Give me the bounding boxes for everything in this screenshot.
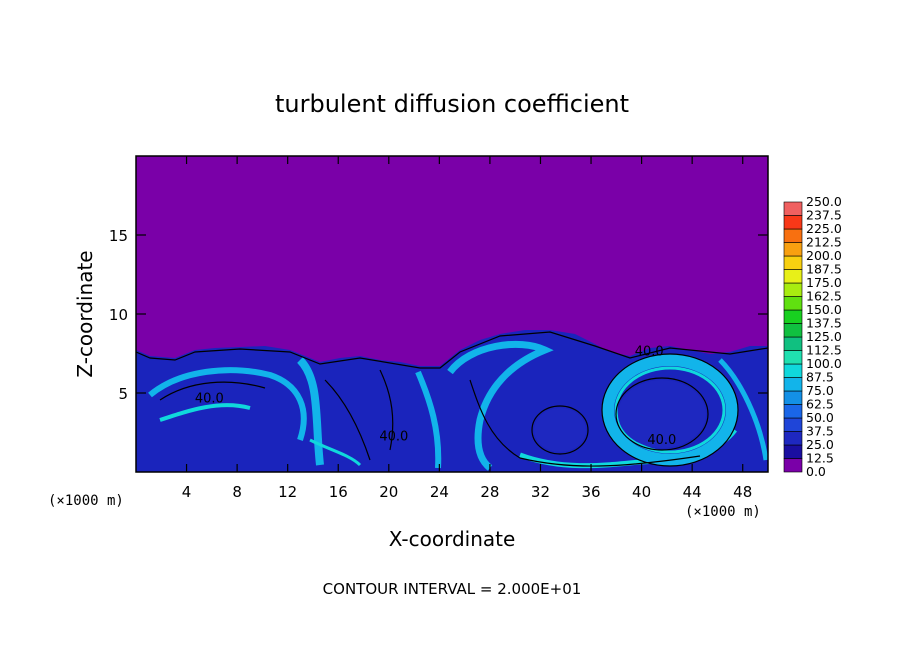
eddy-filament bbox=[447, 340, 554, 471]
contour-label: 40.0 bbox=[647, 433, 676, 448]
colorbar-swatch bbox=[783, 296, 803, 311]
y-tick-label: 10 bbox=[109, 306, 128, 324]
x-tick-label: 16 bbox=[329, 483, 348, 501]
colorbar-label: 200.0 bbox=[806, 248, 842, 263]
x-tick-label: 36 bbox=[581, 483, 600, 501]
colorbar-label: 50.0 bbox=[806, 410, 834, 425]
x-tick-label: 40 bbox=[632, 483, 651, 501]
colorbar-swatch bbox=[783, 309, 803, 324]
colorbar-swatch bbox=[783, 201, 803, 216]
x-tick-label: 48 bbox=[733, 483, 752, 501]
colorbar-label: 37.5 bbox=[806, 424, 834, 439]
colorbar: 0.012.525.037.550.062.575.087.5100.0112.… bbox=[783, 194, 842, 479]
colorbar-label: 237.5 bbox=[806, 208, 842, 223]
chart-title: turbulent diffusion coefficient bbox=[275, 90, 629, 118]
x-ticks: 4 8 12 16 20 24 28 32 36 40 44 48 bbox=[182, 156, 752, 501]
x-axis-unit-left: (×1000 m) bbox=[48, 493, 124, 509]
colorbar-label: 12.5 bbox=[806, 451, 834, 466]
x-tick-label: 12 bbox=[278, 483, 297, 501]
colorbar-swatch bbox=[783, 363, 803, 378]
y-ticks: 5 10 15 bbox=[109, 227, 768, 403]
colorbar-label: 125.0 bbox=[806, 329, 842, 344]
colorbar-label: 162.5 bbox=[806, 289, 842, 304]
contour-interval-note: CONTOUR INTERVAL = 2.000E+01 bbox=[323, 580, 582, 598]
y-tick-label: 15 bbox=[109, 227, 128, 245]
contour-label: 40.0 bbox=[379, 430, 408, 445]
eddy-core bbox=[618, 380, 706, 448]
colorbar-label: 225.0 bbox=[806, 221, 842, 236]
eddy-filament bbox=[415, 370, 442, 469]
contour-lines bbox=[136, 331, 768, 467]
x-axis-unit-right: (×1000 m) bbox=[685, 504, 761, 520]
colorbar-label: 62.5 bbox=[806, 397, 834, 412]
eddy-filament bbox=[309, 438, 362, 467]
colorbar-swatch bbox=[783, 377, 803, 392]
colorbar-swatch bbox=[783, 336, 803, 351]
contour-label-layer: 40.0 40.0 40.0 40.0 bbox=[195, 344, 676, 447]
eddy-filament bbox=[296, 357, 324, 466]
x-tick-label: 24 bbox=[430, 483, 449, 501]
colorbar-swatch bbox=[783, 404, 803, 419]
eddy-filament bbox=[148, 367, 307, 441]
colorbar-swatch bbox=[783, 282, 803, 297]
contour-label: 40.0 bbox=[195, 392, 224, 407]
colorbar-swatch bbox=[783, 215, 803, 230]
colorbar-label: 137.5 bbox=[806, 316, 842, 331]
colorbar-label: 112.5 bbox=[806, 343, 842, 358]
colorbar-swatch bbox=[783, 255, 803, 270]
colorbar-label: 212.5 bbox=[806, 235, 842, 250]
colorbar-label: 175.0 bbox=[806, 275, 842, 290]
eddy-filament bbox=[159, 403, 251, 422]
y-axis-label: Z-coordinate bbox=[73, 250, 97, 377]
plot-area bbox=[136, 156, 768, 472]
colorbar-label: 0.0 bbox=[806, 464, 826, 479]
colorbar-swatch bbox=[783, 458, 803, 473]
colorbar-label: 25.0 bbox=[806, 437, 834, 452]
y-tick-label: 5 bbox=[118, 385, 128, 403]
colorbar-swatch bbox=[783, 228, 803, 243]
x-axis-label: X-coordinate bbox=[389, 527, 516, 551]
colorbar-label: 100.0 bbox=[806, 356, 842, 371]
colorbar-label: 250.0 bbox=[806, 194, 842, 209]
x-tick-label: 4 bbox=[182, 483, 192, 501]
x-tick-label: 44 bbox=[683, 483, 702, 501]
contour-label: 40.0 bbox=[635, 344, 664, 359]
colorbar-swatch bbox=[783, 390, 803, 405]
colorbar-label: 87.5 bbox=[806, 370, 834, 385]
colorbar-swatch bbox=[783, 431, 803, 446]
eddy-filament bbox=[718, 358, 768, 461]
colorbar-swatch bbox=[783, 242, 803, 257]
colorbar-swatch bbox=[783, 269, 803, 284]
colorbar-swatch bbox=[783, 350, 803, 365]
x-tick-label: 28 bbox=[480, 483, 499, 501]
x-tick-label: 32 bbox=[531, 483, 550, 501]
colorbar-swatch bbox=[783, 417, 803, 432]
x-tick-label: 8 bbox=[232, 483, 242, 501]
eddy-core bbox=[534, 408, 586, 452]
colorbar-label: 75.0 bbox=[806, 383, 834, 398]
colorbar-swatch bbox=[783, 444, 803, 459]
x-tick-label: 20 bbox=[379, 483, 398, 501]
colorbar-label: 150.0 bbox=[806, 302, 842, 317]
colorbar-label: 187.5 bbox=[806, 262, 842, 277]
colorbar-swatch bbox=[783, 323, 803, 338]
